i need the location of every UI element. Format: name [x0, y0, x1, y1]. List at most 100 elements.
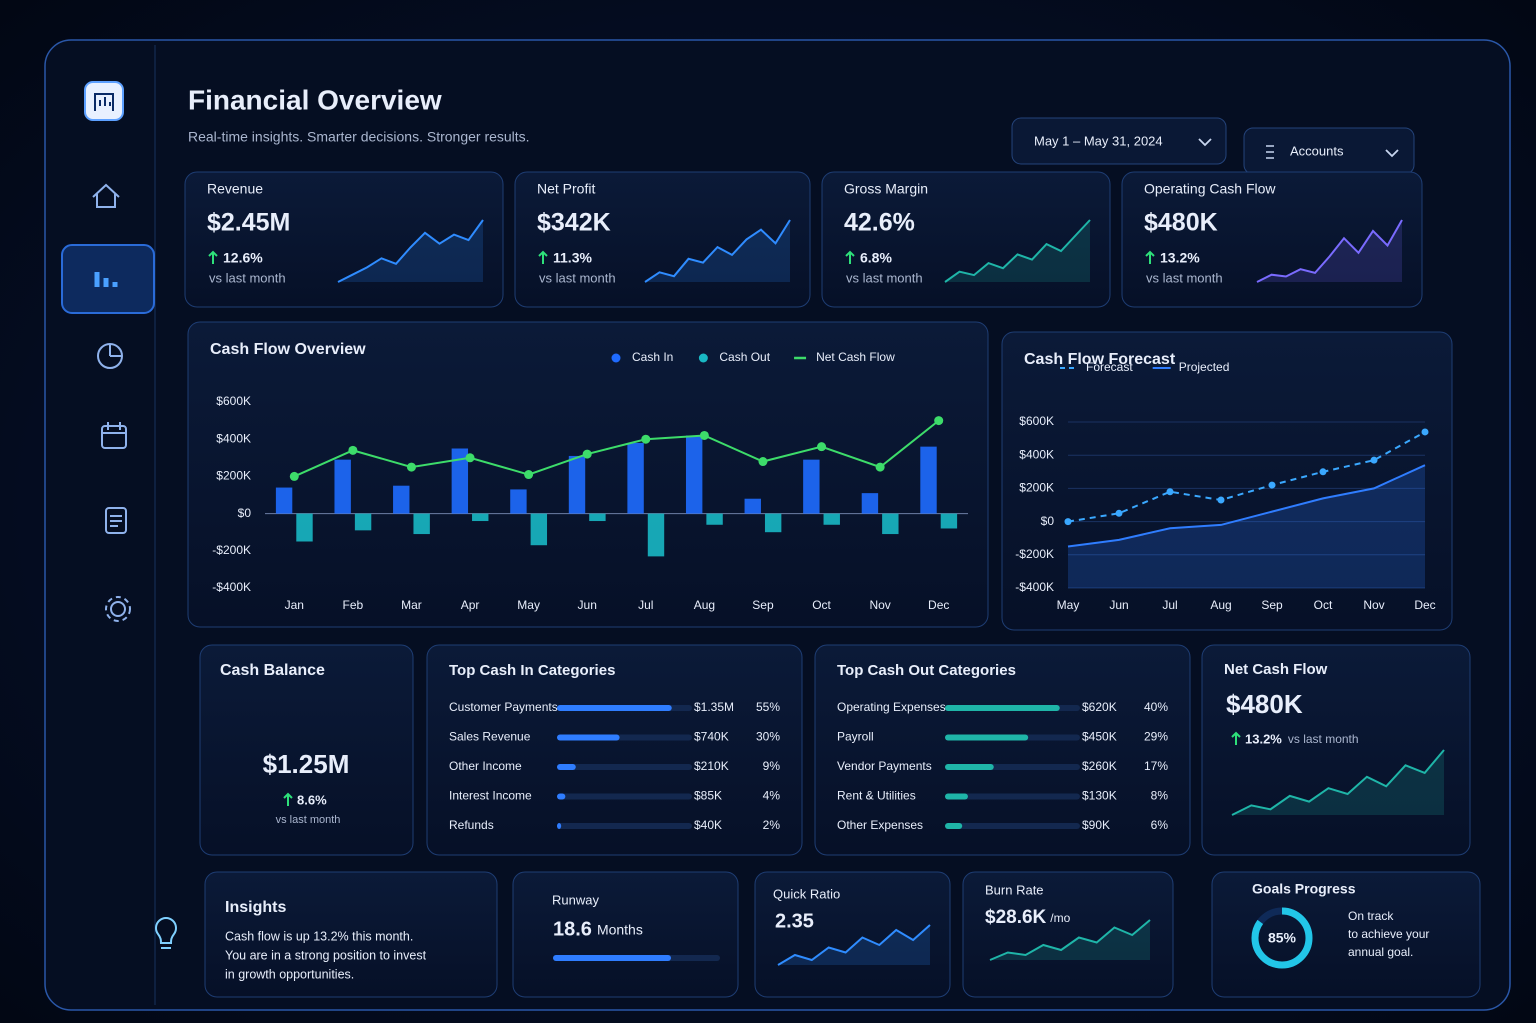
category-bar [557, 705, 672, 711]
category-name: Other Income [449, 759, 522, 773]
card [1201, 644, 1471, 856]
kpi-note: vs last month [1146, 270, 1223, 285]
x-tick-label: May [1057, 598, 1080, 612]
y-tick-label: $400K [1019, 447, 1054, 461]
kpi-value: $2.45M [207, 209, 290, 237]
sparkline-area [338, 220, 483, 282]
net-point [289, 471, 299, 481]
y-tick-label: $600K [216, 394, 251, 408]
x-tick-label: Jan [285, 598, 304, 612]
card [514, 171, 811, 308]
bar [627, 442, 644, 514]
forecast-point [1217, 496, 1225, 504]
card-title: Insights [225, 899, 286, 916]
kpi-change: 6.8% [860, 250, 892, 266]
goal-ring [1251, 907, 1313, 969]
chevron [1385, 149, 1399, 158]
sparkline [777, 924, 931, 966]
category-bar [557, 764, 576, 770]
settings-icon[interactable] [110, 601, 126, 617]
net-note: vs last month [1288, 732, 1359, 746]
page-title: Financial Overview [188, 84, 442, 115]
report-icon[interactable] [105, 507, 127, 534]
category-bar [945, 823, 963, 829]
net-point [875, 462, 885, 472]
bar [647, 513, 665, 557]
x-tick-label: Jul [1162, 598, 1177, 612]
report-icon-lines [110, 515, 122, 527]
date-range: May 1 – May 31, 2024 [1034, 133, 1163, 148]
kpi-label: Gross Margin [844, 181, 928, 197]
kpi-value: $480K [1144, 209, 1218, 237]
card [1001, 331, 1453, 631]
x-tick-label: Sep [752, 598, 774, 612]
kpi-label: Revenue [207, 181, 263, 197]
bar [354, 513, 372, 531]
category-percent: 30% [756, 730, 780, 744]
runway-unit: Months [597, 922, 643, 938]
net-point [348, 445, 358, 455]
card [962, 871, 1174, 998]
card [814, 644, 1191, 856]
kpi-value: 42.6% [844, 209, 915, 237]
category-name: Operating Expenses [837, 700, 946, 714]
insight-bulb [155, 917, 177, 949]
y-tick-label: $0 [238, 506, 252, 520]
x-tick-label: Jul [638, 598, 653, 612]
sparkline-area [945, 220, 1090, 282]
bar [706, 513, 723, 525]
legend-label: Projected [1179, 360, 1230, 374]
category-amount: $210K [694, 759, 729, 773]
kpi-note: vs last month [846, 270, 923, 285]
legend-label: Cash In [632, 350, 673, 364]
sparkline-area [1257, 220, 1402, 282]
up-arrow [208, 250, 218, 264]
category-bar [557, 793, 566, 800]
goal-line: On track [1348, 909, 1394, 923]
y-tick-label: $200K [216, 469, 251, 483]
calendar-icon-top [102, 422, 126, 434]
forecast-line [1067, 431, 1426, 523]
x-tick-label: Dec [928, 598, 949, 612]
category-name: Customer Payments [449, 700, 558, 714]
sparkline [1256, 219, 1403, 283]
category-amount: $40K [694, 818, 722, 832]
category-percent: 9% [763, 759, 781, 773]
runway-value: 18.6 [553, 918, 592, 940]
kpi-note: vs last month [209, 270, 286, 285]
category-amount: $740K [694, 730, 729, 744]
chart-icon [94, 272, 118, 287]
x-tick-label: Mar [401, 598, 422, 612]
legend-label: Cash Out [719, 350, 770, 364]
y-tick-label: $600K [1019, 414, 1054, 428]
x-tick-label: Apr [461, 598, 480, 612]
category-bar [945, 734, 1029, 741]
category-name: Rent & Utilities [837, 789, 916, 803]
date-dropdown[interactable] [1011, 117, 1227, 165]
calendar-icon[interactable] [101, 425, 127, 449]
category-percent: 40% [1144, 700, 1168, 714]
category-name: Sales Revenue [449, 730, 531, 744]
accounts-label: Accounts [1290, 143, 1344, 158]
accounts-icon [1266, 145, 1274, 159]
card [426, 644, 803, 856]
net-point [758, 457, 768, 467]
card-title: Net Cash Flow [1224, 661, 1328, 678]
bar-track [945, 793, 1080, 800]
card [1121, 171, 1423, 308]
legend-label: Forecast [1086, 360, 1133, 374]
settings-icon-teeth [105, 596, 131, 622]
bar-track [945, 823, 1080, 829]
y-tick-label: $400K [216, 431, 251, 445]
x-tick-label: Nov [869, 598, 890, 612]
sidebar [61, 81, 177, 949]
net-point [582, 449, 592, 459]
card-title: Cash Balance [220, 662, 325, 679]
card [204, 871, 498, 998]
y-tick-label: -$200K [212, 543, 251, 557]
burn-unit: /mo [1050, 911, 1070, 925]
sparkline-area [990, 920, 1150, 960]
home-icon[interactable] [92, 183, 120, 208]
